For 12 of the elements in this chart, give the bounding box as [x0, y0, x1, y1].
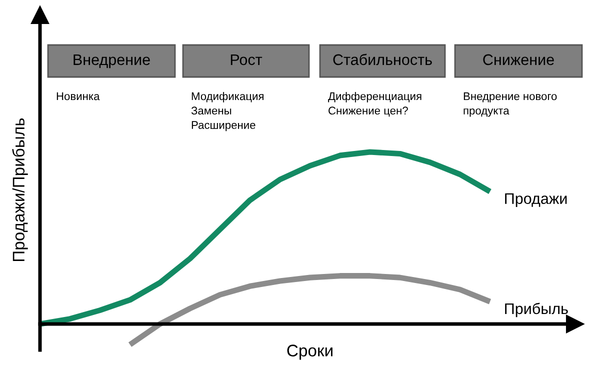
text: Внедрение: [74, 54, 150, 68]
text: Снижение: [483, 54, 554, 66]
series-label: Прибыль: [505, 302, 568, 318]
text: Рост: [230, 54, 262, 66]
series-label: Продажи: [505, 193, 567, 208]
text: Стабильность: [333, 54, 432, 66]
y-axis-title: Продажи/Прибыль: [12, 118, 28, 262]
x-axis-title: Сроки: [287, 344, 332, 360]
text: Новинка: [56, 92, 100, 100]
text: Модификация Замены Расширение: [191, 92, 264, 132]
text: Дифференциация Снижение цен?: [328, 92, 422, 117]
text: Внедрение нового продукта: [464, 92, 557, 117]
